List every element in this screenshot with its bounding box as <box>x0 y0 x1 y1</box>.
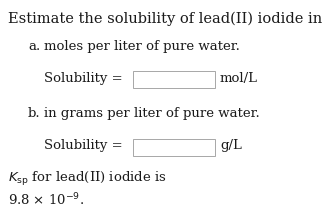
FancyBboxPatch shape <box>133 139 215 156</box>
Text: a.: a. <box>28 40 40 53</box>
Text: $K_{\mathrm{sp}}$ for lead(II) iodide is: $K_{\mathrm{sp}}$ for lead(II) iodide is <box>8 170 167 188</box>
Text: in grams per liter of pure water.: in grams per liter of pure water. <box>44 107 260 120</box>
Text: Estimate the solubility of lead(II) iodide in: Estimate the solubility of lead(II) iodi… <box>8 12 322 26</box>
Text: g/L: g/L <box>220 139 242 152</box>
Text: Solubility =: Solubility = <box>44 72 123 85</box>
Text: 9.8 $\times$ 10$^{-9}$.: 9.8 $\times$ 10$^{-9}$. <box>8 192 84 209</box>
Text: mol/L: mol/L <box>220 72 258 85</box>
Text: moles per liter of pure water.: moles per liter of pure water. <box>44 40 240 53</box>
Text: Solubility =: Solubility = <box>44 139 123 152</box>
Text: b.: b. <box>28 107 41 120</box>
FancyBboxPatch shape <box>133 71 215 88</box>
